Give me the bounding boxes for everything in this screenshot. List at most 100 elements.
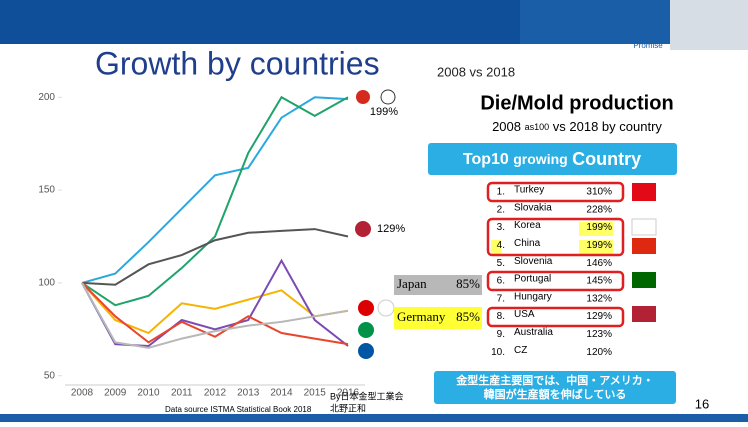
- flag: [632, 238, 656, 254]
- flag-germany: [358, 300, 374, 316]
- callout-box: [394, 275, 482, 295]
- header-band-left: [0, 0, 520, 44]
- line: [81, 96, 349, 284]
- rank: 5.: [497, 258, 505, 269]
- rank: 10.: [491, 347, 505, 358]
- line: [81, 282, 349, 349]
- credit: 北野正和: [330, 403, 366, 413]
- country: CZ: [514, 345, 527, 356]
- country: Turkey: [514, 185, 544, 196]
- flag-france: [358, 343, 374, 359]
- percent: 132%: [586, 293, 612, 304]
- red-frame: [486, 270, 625, 292]
- flag-korea: [380, 89, 396, 105]
- panel-title: Die/Mold production: [480, 92, 673, 114]
- rank: 6.: [497, 276, 505, 287]
- red-frame: [486, 306, 625, 328]
- logo-mark: [633, 7, 663, 37]
- flag-usa: [355, 221, 371, 237]
- callout-box: [394, 307, 482, 329]
- percent: 129%: [586, 311, 612, 322]
- country: China: [514, 238, 541, 249]
- x-tick-label: 2012: [204, 388, 227, 399]
- rank: 3.: [497, 222, 505, 233]
- flag: [631, 218, 657, 236]
- flag: [632, 183, 656, 201]
- callout-value: 85%: [456, 309, 480, 324]
- callout-label: Germany: [397, 309, 446, 324]
- country: Australia: [514, 327, 553, 338]
- y-tick-label: 150: [38, 185, 55, 196]
- country: USA: [514, 309, 535, 320]
- panel-subtitle-part: 2008: [492, 119, 521, 134]
- highlight: [579, 240, 613, 254]
- flag-italy: [358, 322, 374, 338]
- red-frame: [486, 217, 625, 257]
- x-tick-label: 2014: [270, 388, 293, 399]
- annotation: 199%: [370, 106, 398, 118]
- banner-part: Country: [572, 149, 641, 169]
- flag-japan: [377, 299, 395, 317]
- country: Portugal: [514, 274, 551, 285]
- callout-value: 85%: [456, 276, 480, 291]
- ranking-table: 1. Turkey 310% 2. Slovakia 228% 3. Korea 199% 4. C…: [491, 185, 612, 358]
- percent: 199%: [586, 240, 612, 251]
- banner-part: Top10: [463, 151, 509, 168]
- percent: 145%: [586, 276, 612, 287]
- y-tick-label: 100: [38, 278, 55, 289]
- flag-china: [356, 90, 370, 104]
- red-frame: [486, 181, 625, 203]
- x-tick-label: 2011: [171, 388, 193, 399]
- panel-subtitle: 2008 as100 vs 2018 by country: [492, 119, 662, 134]
- rank: 9.: [497, 329, 505, 340]
- note: 金型生産主要国では、中国・アメリカ・: [455, 373, 653, 387]
- line-chart: 50 100 150 200 2008 2009 2010 2011 2012 2013 2014 2…: [38, 92, 359, 399]
- panel-subtitle-part: as100: [525, 122, 550, 132]
- highlight: [491, 240, 501, 254]
- logo: Promise: [633, 41, 663, 50]
- y-tick-label: 50: [44, 370, 56, 381]
- panel-subtitle-part: vs 2018 by country: [553, 119, 663, 134]
- banner-part: growing: [513, 151, 567, 167]
- percent: 146%: [586, 258, 612, 269]
- percent: 228%: [586, 204, 612, 215]
- x-tick-label: 2013: [237, 388, 260, 399]
- line: [81, 228, 349, 286]
- country: Hungary: [514, 291, 552, 302]
- country: Korea: [514, 220, 541, 231]
- flag: [632, 306, 656, 322]
- percent: 199%: [586, 222, 612, 233]
- note: 韓国が生産額を伸ばしている: [484, 387, 627, 401]
- x-tick-label: 2016: [337, 388, 360, 399]
- callout-label: Japan: [397, 276, 427, 291]
- rank: 4.: [497, 240, 505, 251]
- webcam: [670, 0, 748, 50]
- y-tick-label: 200: [38, 92, 55, 103]
- slide-title: Growth by countries: [95, 45, 380, 81]
- slide-subtitle: 2008 vs 2018: [437, 64, 515, 79]
- flag: [632, 272, 656, 288]
- percent: 310%: [586, 187, 612, 198]
- source: Data source ISTMA Statistical Book 2018: [165, 405, 312, 414]
- footer-band: [0, 414, 748, 422]
- rank: 2.: [497, 204, 505, 215]
- credit: By日本金型工業会: [330, 390, 404, 401]
- country: Slovakia: [514, 202, 552, 213]
- rank: 8.: [497, 311, 505, 322]
- highlight: [579, 222, 613, 236]
- country: Slovenia: [514, 256, 553, 267]
- note-box: [434, 371, 676, 404]
- x-tick-label: 2009: [104, 388, 127, 399]
- page-number: 16: [695, 396, 709, 411]
- rank: 1.: [497, 187, 505, 198]
- x-tick-label: 2015: [304, 388, 327, 399]
- banner: [428, 143, 677, 175]
- x-tick-label: 2010: [137, 388, 160, 399]
- x-tick-label: 2008: [71, 388, 94, 399]
- line: [81, 282, 349, 346]
- banner-text: Top10 growing Country: [463, 149, 641, 169]
- annotation: 129%: [377, 223, 405, 235]
- line: [81, 95, 349, 307]
